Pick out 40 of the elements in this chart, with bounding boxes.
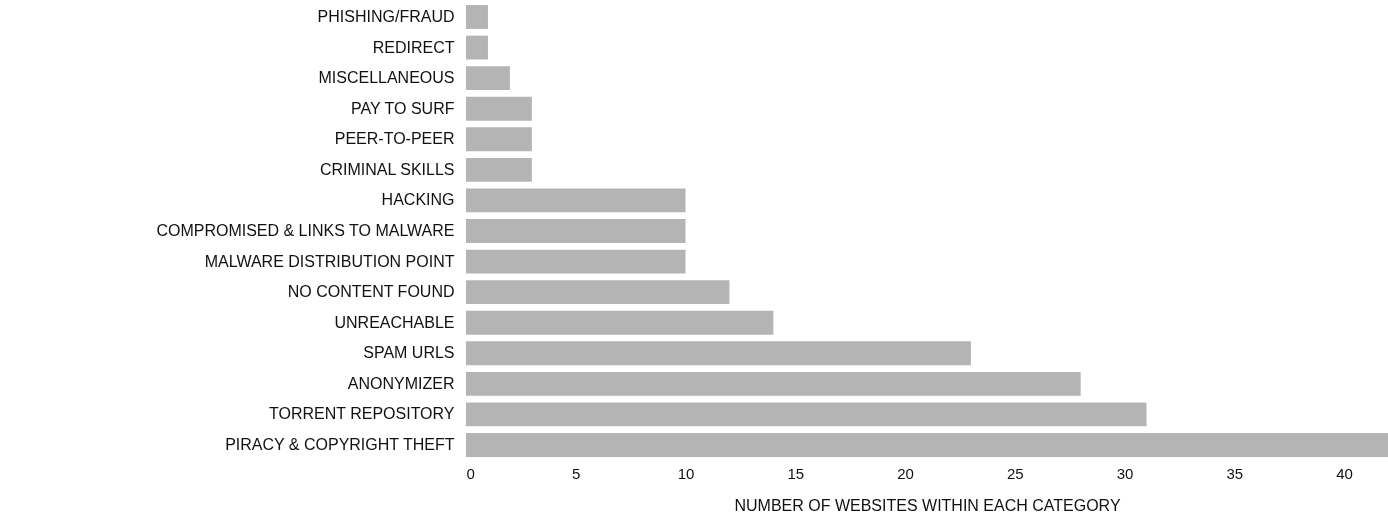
bar: [466, 96, 532, 121]
x-tick-label: 25: [1006, 464, 1024, 482]
bar: [466, 188, 686, 213]
y-tick-label: UNREACHABLE: [334, 313, 455, 331]
bar: [466, 433, 1388, 457]
y-tick-label: CRIMINAL SKILLS: [319, 160, 455, 178]
bar: [466, 35, 488, 60]
y-tick-label: PIRACY & COPYRIGHT THEFT: [225, 436, 455, 454]
y-tick-label: MALWARE DISTRIBUTION POINT: [204, 252, 455, 270]
x-tick-label: 20: [897, 464, 914, 482]
bar: [466, 5, 488, 29]
x-tick-label: 35: [1226, 464, 1244, 482]
x-tick-label: 40: [1336, 464, 1353, 482]
y-tick-label: PHISHING/FRAUD: [317, 7, 455, 25]
y-tick-label: HACKING: [381, 191, 455, 209]
bar: [466, 127, 532, 152]
y-tick-label: TORRENT REPOSITORY: [268, 405, 455, 423]
y-tick-label: SPAM URLS: [363, 344, 455, 362]
bar: [466, 341, 971, 366]
bar: [466, 310, 774, 335]
y-tick-label: PEER-TO-PEER: [334, 130, 455, 148]
x-tick-label: 15: [787, 464, 805, 482]
bar: [466, 219, 686, 243]
bar: [466, 280, 730, 305]
bar: [466, 249, 686, 274]
x-axis-title: NUMBER OF WEBSITES WITHIN EACH CATEGORY: [734, 496, 1121, 514]
x-tick-label: 5: [572, 464, 581, 482]
x-tick-label: 30: [1116, 464, 1134, 482]
y-tick-label: COMPROMISED & LINKS TO MALWARE: [156, 222, 455, 239]
y-tick-label: ANONYMIZER: [347, 374, 455, 392]
bar: [466, 157, 532, 182]
bar: [466, 371, 1081, 396]
x-tick-label: 0: [466, 464, 475, 482]
y-tick-label: NO CONTENT FOUND: [287, 283, 455, 301]
bar: [466, 66, 510, 91]
bar: [466, 402, 1147, 427]
y-tick-label: PAY TO SURF: [351, 99, 455, 117]
y-tick-label: MISCELLANEOUS: [318, 69, 455, 87]
y-tick-label: REDIRECT: [372, 38, 455, 56]
x-tick-label: 10: [677, 464, 695, 482]
